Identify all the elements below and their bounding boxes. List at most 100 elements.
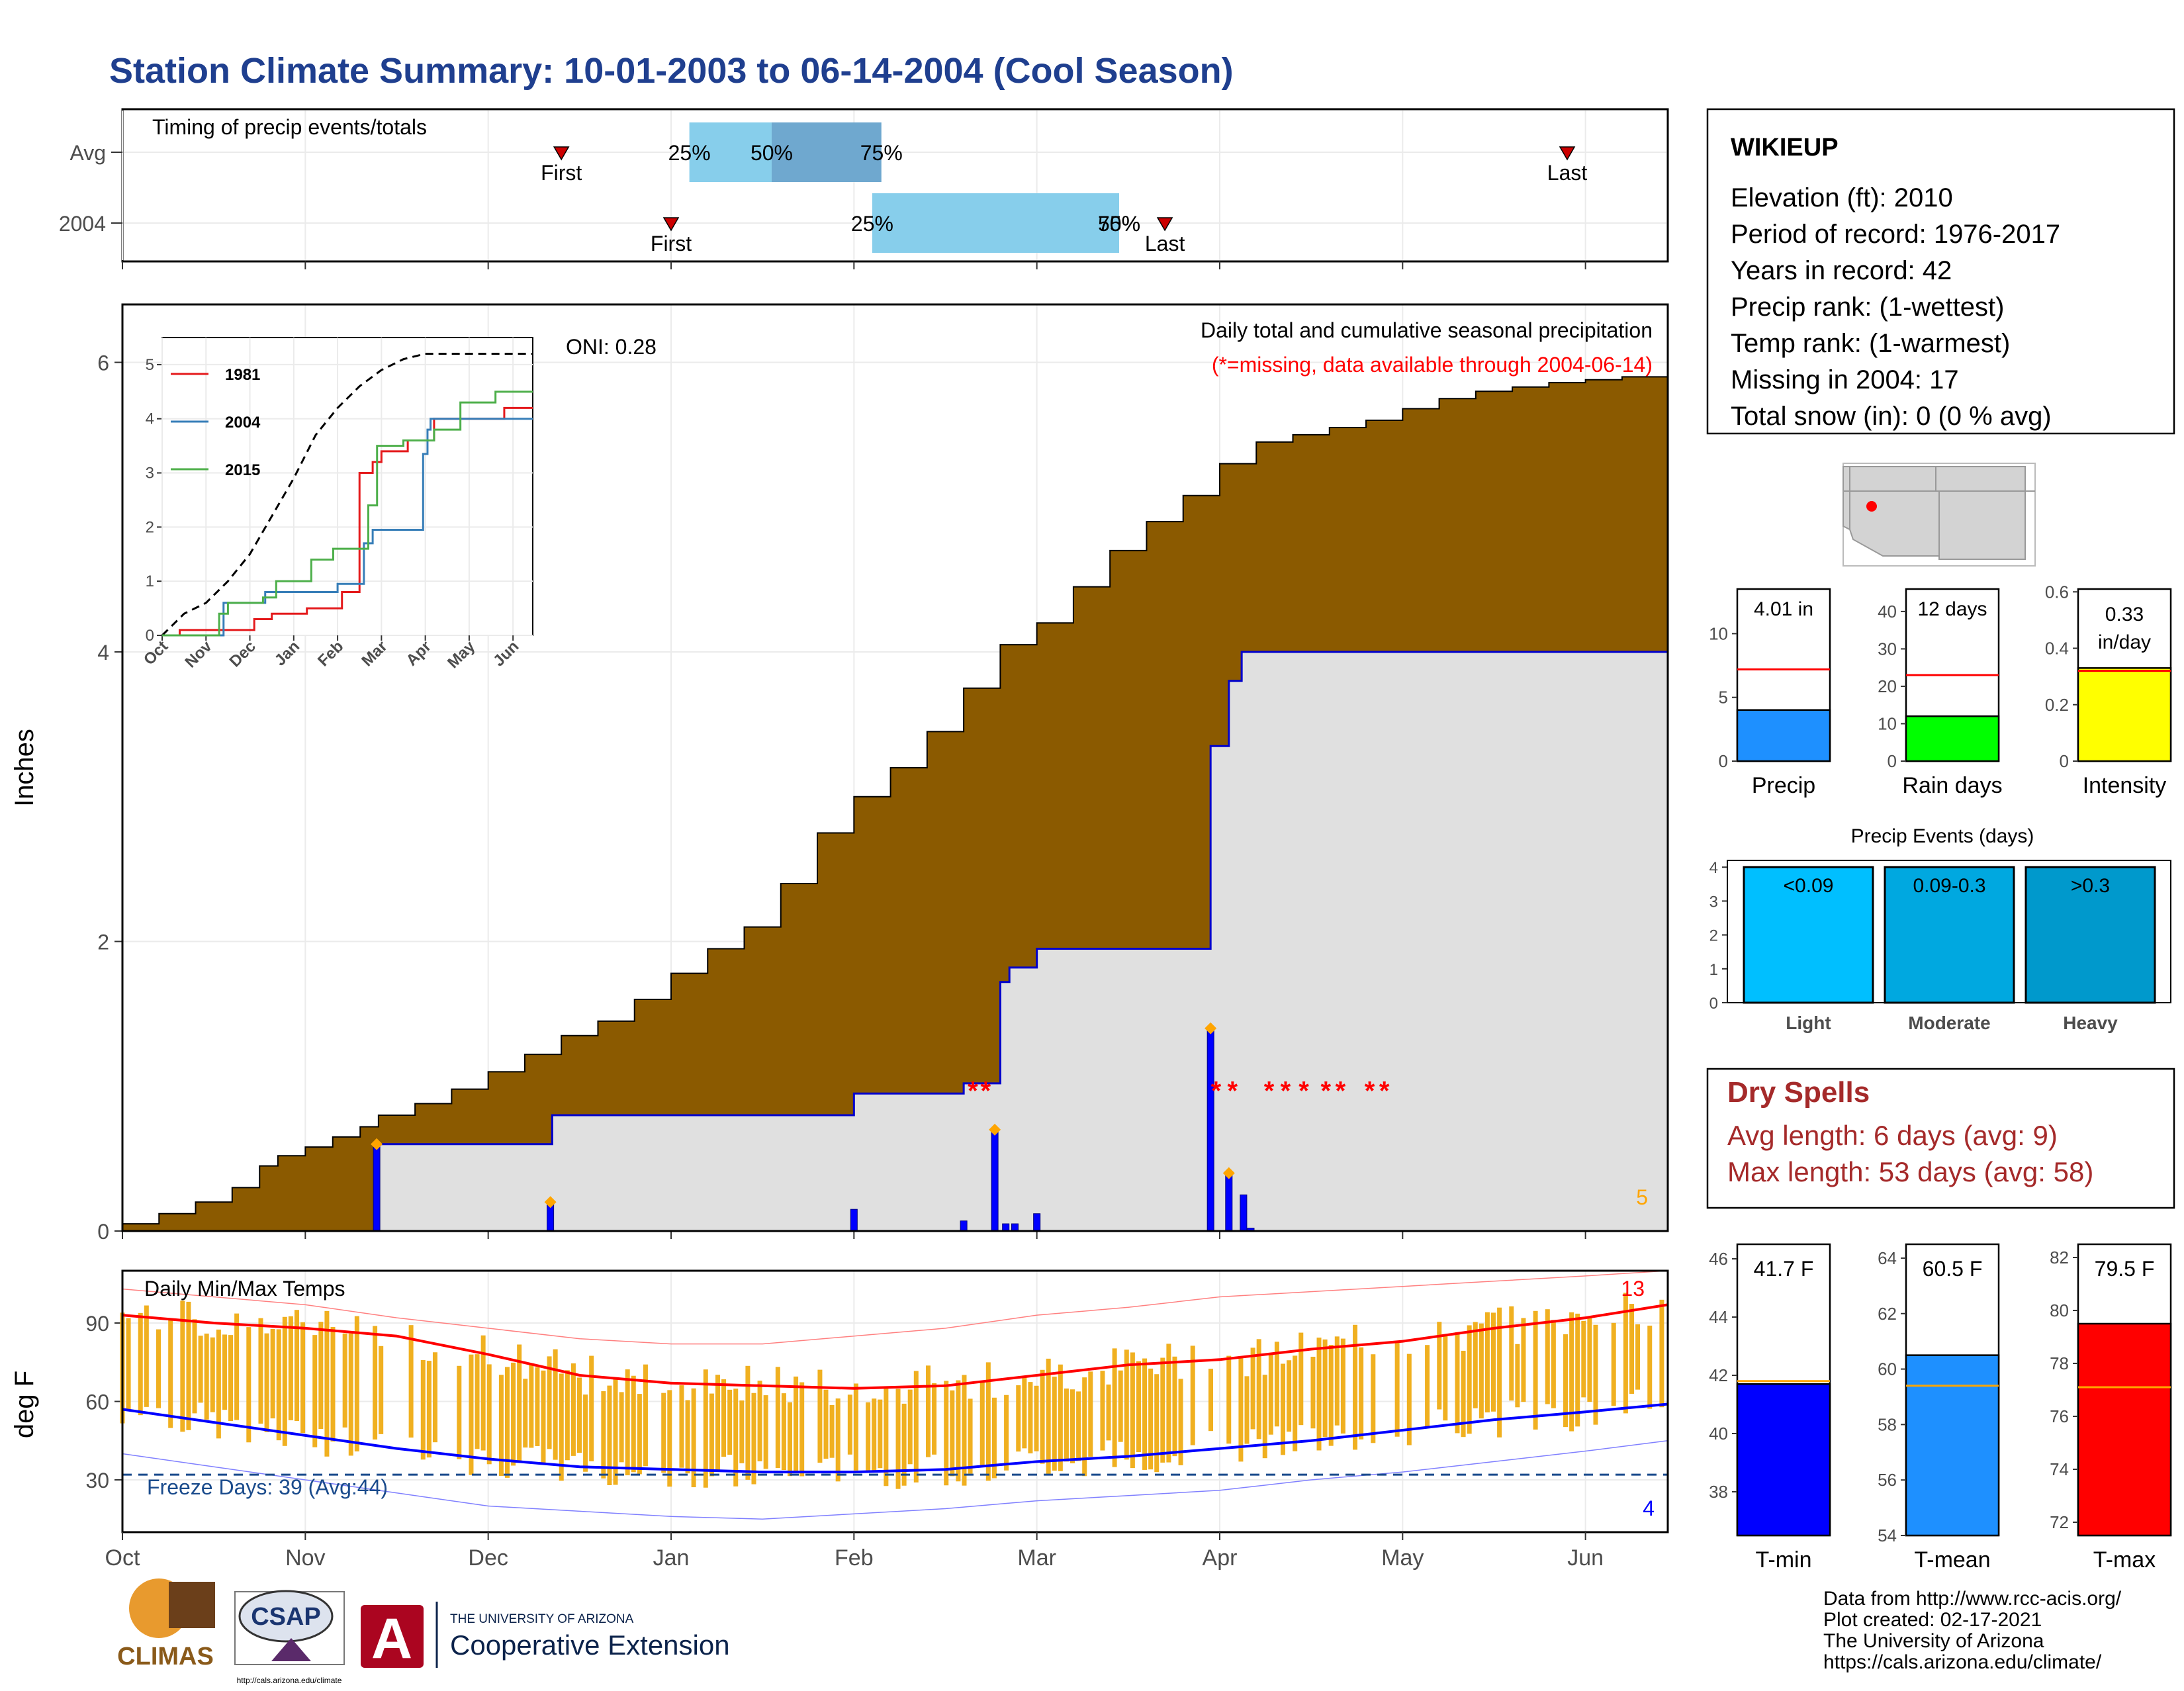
- daily-precip-peak-marker: [1205, 1022, 1217, 1034]
- daily-temp-range-bar: [1575, 1313, 1580, 1427]
- daily-temp-range-bar: [925, 1365, 931, 1457]
- daily-temp-range-bar: [583, 1394, 588, 1472]
- temp-bar-label: T-mean: [1914, 1547, 1990, 1573]
- daily-temp-range-bar: [559, 1373, 564, 1481]
- daily-temp-range-bar: [192, 1319, 197, 1414]
- daily-temp-range-bar: [342, 1333, 347, 1428]
- station-info-frame: [1706, 108, 2175, 435]
- daily-temp-range-bar: [1293, 1355, 1298, 1451]
- timing-first-marker: [662, 217, 680, 232]
- daily-temp-range-bar: [739, 1400, 745, 1463]
- daily-precip-bar: [1011, 1223, 1019, 1232]
- daily-temp-range-bar: [126, 1318, 131, 1410]
- daily-precip-bar: [1002, 1223, 1010, 1232]
- temp-y-tick-label: 60: [85, 1391, 109, 1414]
- precip-event-range: 0.09-0.3: [1913, 875, 1985, 897]
- temp-x-tick-label: Oct: [105, 1545, 140, 1571]
- daily-temp-range-bar: [1287, 1360, 1292, 1432]
- daily-temp-range-bar: [1340, 1338, 1345, 1434]
- daily-temp-range-bar: [1250, 1348, 1255, 1430]
- daily-temp-range-bar: [1058, 1364, 1063, 1471]
- temp-bar-y-tick-label: 60: [1878, 1359, 1897, 1379]
- temp-y-tick-label: 90: [85, 1312, 109, 1336]
- temp-bar-value-label: 79.5 F: [2095, 1257, 2155, 1281]
- daily-temp-range-bar: [1310, 1356, 1316, 1429]
- daily-temp-range-bar: [985, 1362, 991, 1481]
- missing-day-marker: *: [968, 1076, 978, 1105]
- daily-temp-range-bar: [631, 1375, 636, 1473]
- daily-temp-range-bar: [1112, 1348, 1117, 1467]
- mini-bar-y-tick-label: 0.6: [2045, 582, 2069, 602]
- station-years: Years in record: 42: [1731, 256, 1952, 285]
- mini-bar-label: Intensity: [2083, 773, 2167, 798]
- arizona-shape: [1849, 466, 1940, 557]
- precip-series: * * * * * * * * * * *: [122, 375, 1668, 1232]
- daily-temp-range-bar: [1515, 1344, 1520, 1408]
- daily-temp-range-bar: [480, 1335, 486, 1451]
- daily-temp-range-bar: [523, 1379, 528, 1448]
- precip-events-title: Precip Events (days): [1851, 825, 2034, 847]
- daily-temp-range-bar: [1406, 1353, 1412, 1445]
- precip-event-bar: [1743, 866, 1874, 1004]
- daily-temp-range-bar: [1425, 1345, 1430, 1428]
- ua-block-a-background: [361, 1605, 424, 1668]
- timing-bar-segment: [689, 122, 772, 182]
- csap-logo: CSAP http://cals.arizona.edu/climate: [234, 1590, 345, 1685]
- daily-temp-range-bar: [1551, 1320, 1556, 1408]
- month-axis: Oct Nov Dec Jan Feb Mar Apr May Jun: [105, 1532, 1604, 1571]
- inset-legend-label: 1981: [225, 366, 260, 384]
- daily-temp-range-bar: [348, 1333, 353, 1456]
- daily-temp-range-bar: [354, 1316, 359, 1452]
- precip-event-label: Light: [1786, 1013, 1831, 1033]
- temp-bar-y-tick-label: 58: [1878, 1414, 1897, 1434]
- daily-temp-range-bar: [625, 1369, 630, 1476]
- daily-temp-range-bar: [432, 1352, 437, 1443]
- daily-temp-range-bar: [601, 1391, 606, 1479]
- daily-temp-range-bar: [817, 1369, 823, 1463]
- station-missing: Missing in 2004: 17: [1731, 365, 1959, 394]
- daily-temp-range-bar: [823, 1389, 829, 1459]
- daily-temp-range-bar: [1262, 1375, 1267, 1459]
- temp-x-tick-label: Jun: [1567, 1545, 1604, 1571]
- temp-bar-value: [1736, 1383, 1831, 1537]
- timing-last-marker: [1156, 217, 1173, 232]
- precip-event-range: <0.09: [1784, 875, 1834, 897]
- temp-bar-y-tick-label: 64: [1878, 1248, 1897, 1268]
- precip-panel-frame: [121, 303, 1669, 1232]
- daily-temp-range-bar: [932, 1383, 937, 1455]
- daily-temp-range-bar: [715, 1375, 720, 1471]
- precip-y-tick-label: 4: [97, 641, 109, 664]
- daily-temp-range-bar: [1148, 1368, 1154, 1470]
- temp-x-tick-label: May: [1381, 1545, 1424, 1571]
- daily-precip-bar: [1033, 1213, 1041, 1232]
- daily-temp-range-bar: [751, 1393, 756, 1485]
- daily-temp-range-bar: [1371, 1354, 1376, 1443]
- daily-temp-range-bar: [1334, 1336, 1340, 1426]
- temp-panel: deg F 30 60 90 Daily Min/Max Temps Freeze …: [10, 1269, 1669, 1571]
- daily-temp-range-bar: [1142, 1358, 1148, 1470]
- mini-bar-value-unit: in/day: [2098, 631, 2151, 653]
- daily-temp-range-bar: [469, 1354, 474, 1475]
- daily-temp-range-bar: [1563, 1334, 1569, 1428]
- daily-precip-bar: [1240, 1194, 1248, 1232]
- daily-temp-range-bar: [884, 1387, 889, 1486]
- daily-temp-range-bar: [426, 1361, 432, 1458]
- daily-precip-bar: [991, 1129, 999, 1232]
- daily-temp-range-bar: [1118, 1370, 1123, 1442]
- timing-bar-segment: [771, 122, 882, 182]
- mini-bar-y-tick-label: 40: [1878, 602, 1897, 621]
- ua-logo: A THE UNIVERSITY OF ARIZONA Cooperative …: [361, 1602, 730, 1670]
- missing-day-marker: *: [1365, 1076, 1375, 1105]
- daily-temp-range-bar: [511, 1362, 516, 1466]
- daily-temp-range-bar: [408, 1325, 414, 1438]
- daily-temp-range-bar: [420, 1360, 426, 1460]
- precip-y-axis-label: Inches: [10, 729, 39, 807]
- daily-temp-range-bar: [979, 1381, 985, 1465]
- daily-temp-range-bar: [1484, 1312, 1490, 1413]
- daily-temp-range-bar: [968, 1398, 973, 1474]
- mini-bar-value: [1905, 715, 2000, 762]
- daily-temp-range-bar: [1154, 1374, 1160, 1473]
- temp-bar-value-label: 41.7 F: [1754, 1257, 1814, 1281]
- dry-spells-frame: [1706, 1068, 2175, 1209]
- daily-temp-range-bar: [794, 1376, 799, 1471]
